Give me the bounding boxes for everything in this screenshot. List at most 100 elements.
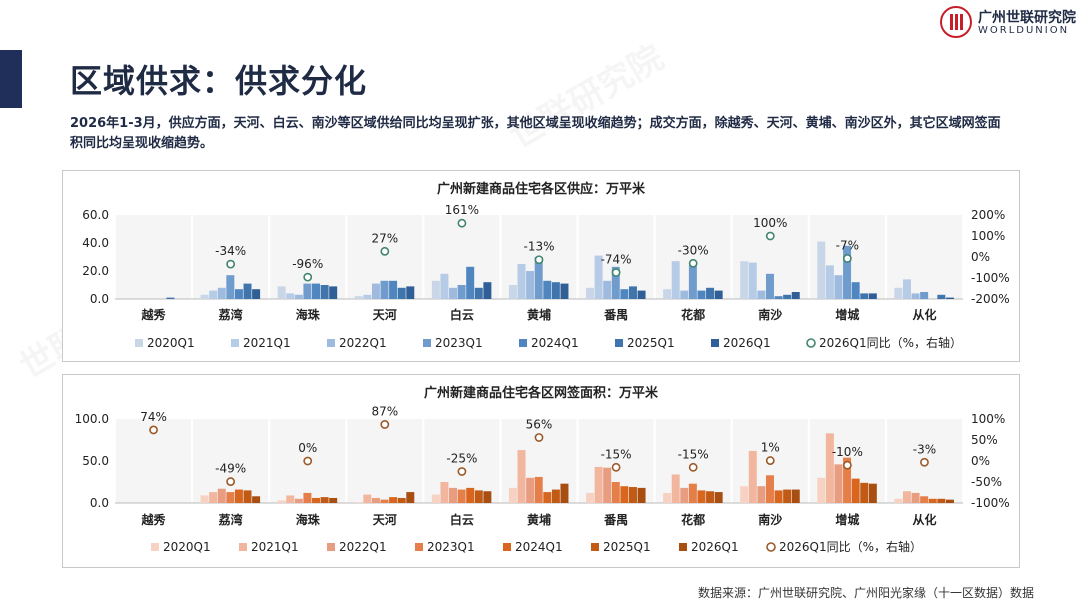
bar-2021q1 xyxy=(594,466,603,503)
yoy-data-label: -34% xyxy=(215,244,246,258)
bar-2021q1 xyxy=(363,294,372,299)
bar-2026q1 xyxy=(483,491,492,503)
legend-label: 2025Q1 xyxy=(603,540,651,554)
yoy-marker xyxy=(303,272,313,282)
y-tick-label: 0.0 xyxy=(90,292,109,306)
bar-2023q1 xyxy=(688,265,697,299)
legend-swatch xyxy=(415,543,423,551)
bar-2024q1 xyxy=(543,492,552,503)
bar-2026q1 xyxy=(637,487,646,503)
bar-2022q1 xyxy=(757,290,766,299)
yoy-data-label: -25% xyxy=(446,452,477,466)
legend-swatch xyxy=(503,543,511,551)
yoy-marker xyxy=(380,246,390,256)
bar-2026q1 xyxy=(252,496,261,503)
bar-2024q1 xyxy=(697,290,706,299)
category-label: 花都 xyxy=(681,307,705,322)
bar-2026q1 xyxy=(791,292,800,299)
bar-2021q1 xyxy=(517,264,526,299)
bar-2024q1 xyxy=(312,497,321,503)
bar-2020q1 xyxy=(508,487,517,503)
bar-2023q1 xyxy=(688,483,697,503)
chart-title: 广州新建商品住宅各区供应：万平米 xyxy=(437,181,646,197)
bar-2025q1 xyxy=(320,285,329,299)
bar-2022q1 xyxy=(526,271,535,299)
legend-swatch xyxy=(519,339,527,347)
bar-2023q1 xyxy=(843,245,852,299)
bar-2021q1 xyxy=(902,279,911,299)
bar-2024q1 xyxy=(234,289,243,299)
bar-2023q1 xyxy=(534,257,543,299)
bar-2025q1 xyxy=(243,490,252,503)
bar-2024q1 xyxy=(312,283,321,299)
bar-2022q1 xyxy=(449,287,458,299)
bar-2021q1 xyxy=(594,255,603,299)
bar-2024q1 xyxy=(620,486,629,503)
legend-swatch xyxy=(327,543,335,551)
bar-2026q1 xyxy=(406,492,415,503)
category-label: 荔湾 xyxy=(218,512,243,527)
deal-chart: 广州新建商品住宅各区网签面积：万平米 100.0 50.0 0.0 100% 50% 0% -… xyxy=(75,385,1010,554)
legend-swatch xyxy=(679,543,687,551)
category-label: 天河 xyxy=(373,512,397,527)
yoy-marker xyxy=(765,231,775,241)
legend-label: 2020Q1 xyxy=(163,540,211,554)
yoy-marker xyxy=(457,218,467,228)
bar-2026q1 xyxy=(406,286,415,299)
bar-2025q1 xyxy=(706,287,715,299)
bar-2021q1 xyxy=(902,491,911,503)
bar-2024q1 xyxy=(466,266,475,299)
bar-2022q1 xyxy=(217,488,226,503)
category-label: 荔湾 xyxy=(218,307,243,322)
yoy-data-label: -7% xyxy=(836,238,859,252)
y-tick-label: 50.0 xyxy=(82,454,109,468)
bar-2020q1 xyxy=(354,296,363,299)
bar-2023q1 xyxy=(380,499,389,503)
bar-2023q1 xyxy=(226,275,235,299)
yoy-marker xyxy=(920,457,929,467)
bar-2022q1 xyxy=(526,477,535,503)
y-tick-label: 0.0 xyxy=(90,496,109,510)
category-label: 白云 xyxy=(450,307,474,322)
bar-2021q1 xyxy=(440,482,449,503)
legend-marker xyxy=(766,542,776,552)
yoy-marker xyxy=(226,259,236,269)
bar-2021q1 xyxy=(825,433,834,503)
bar-2025q1 xyxy=(783,489,792,503)
yoy-marker xyxy=(688,462,698,472)
yoy-marker xyxy=(380,420,390,429)
bar-2026q1 xyxy=(252,289,261,299)
legend-swatch xyxy=(711,339,719,347)
bar-2021q1 xyxy=(825,265,834,299)
bar-2024q1 xyxy=(697,490,706,503)
legend-marker xyxy=(806,338,816,348)
bar-2024q1 xyxy=(928,498,937,503)
bar-2021q1 xyxy=(286,495,295,503)
bar-2026q1 xyxy=(560,283,569,299)
legend-swatch xyxy=(151,543,159,551)
bar-2023q1 xyxy=(611,482,620,503)
yoy-data-label: -10% xyxy=(832,445,863,459)
bar-2020q1 xyxy=(200,294,209,299)
legend-label: 2026Q1 xyxy=(723,336,771,350)
bar-2025q1 xyxy=(706,491,715,503)
bar-2026q1 xyxy=(483,282,492,299)
category-label: 增城 xyxy=(835,307,859,322)
bar-2024q1 xyxy=(466,487,475,503)
legend-label: 2020Q1 xyxy=(147,336,195,350)
bar-2020q1 xyxy=(354,502,363,503)
bar-2020q1 xyxy=(508,285,517,299)
title-accent-bar xyxy=(0,50,22,108)
bar-2024q1 xyxy=(620,289,629,299)
supply-chart-panel: 广州新建商品住宅各区供应：万平米 60.0 40.0 20.0 0.0 200% 100% 0… xyxy=(62,170,1020,362)
chart-title: 广州新建商品住宅各区网签面积：万平米 xyxy=(424,385,659,401)
yoy-marker xyxy=(534,433,544,442)
bar-2022q1 xyxy=(911,492,920,503)
supply-chart: 广州新建商品住宅各区供应：万平米 60.0 40.0 20.0 0.0 200% 100% 0… xyxy=(82,181,1009,350)
yoy-data-label: 74% xyxy=(140,410,167,424)
bar-2023q1 xyxy=(303,492,312,503)
bar-2021q1 xyxy=(748,262,757,299)
yoy-marker xyxy=(842,254,852,263)
yoy-marker xyxy=(534,255,544,265)
bar-2022q1 xyxy=(834,464,843,503)
